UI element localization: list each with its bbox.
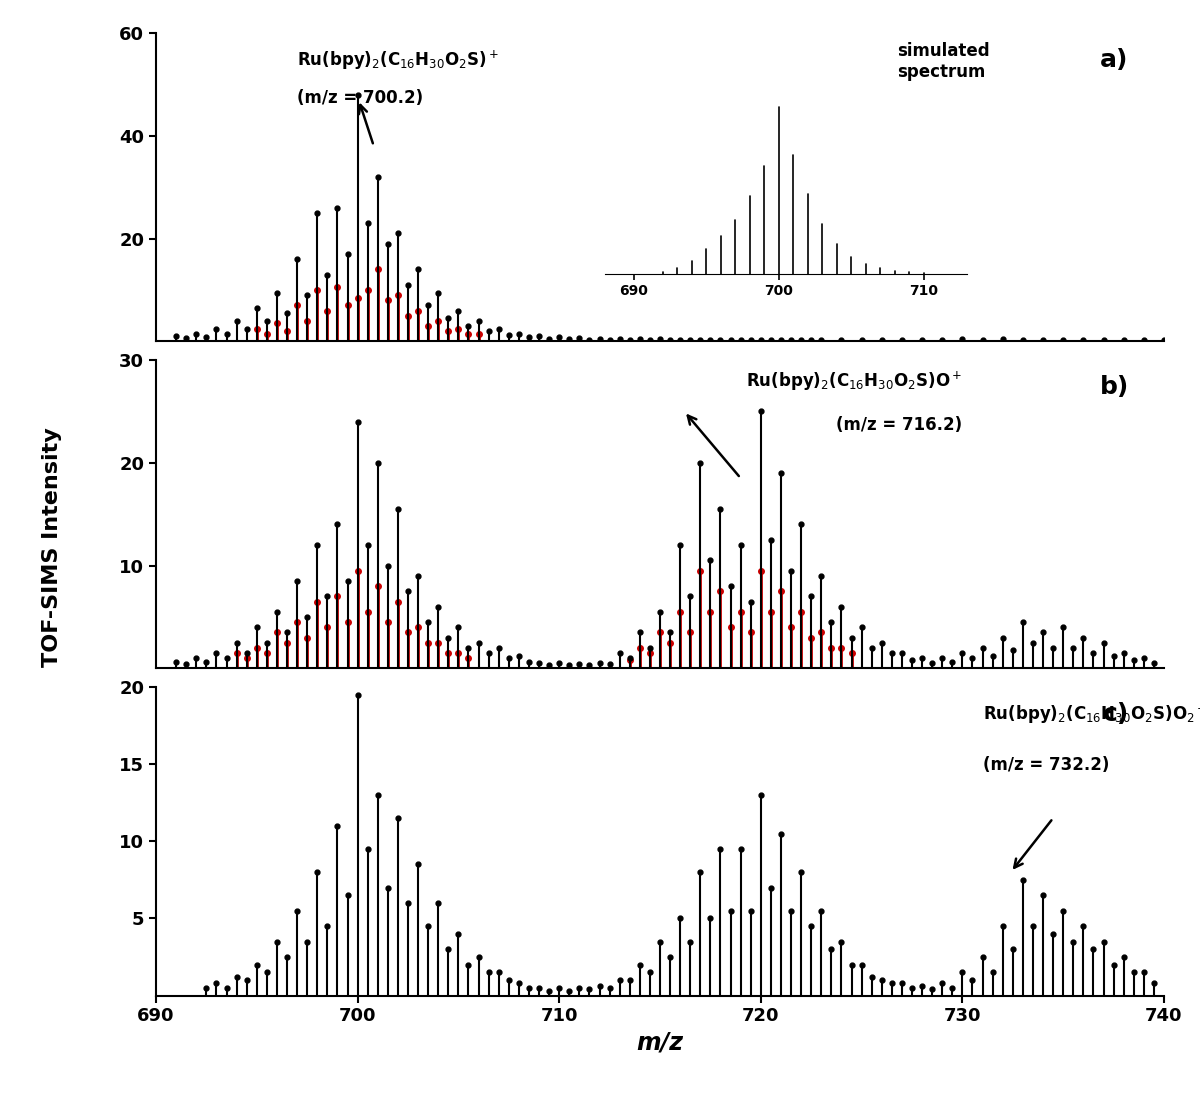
Text: a): a) [1100, 48, 1129, 72]
Text: Ru(bpy)$_2$(C$_{16}$H$_{30}$O$_2$S)$^+$: Ru(bpy)$_2$(C$_{16}$H$_{30}$O$_2$S)$^+$ [298, 48, 499, 71]
Text: c): c) [1103, 702, 1129, 726]
Text: Ru(bpy)$_2$(C$_{16}$H$_{30}$O$_2$S)O$_2$$^+$: Ru(bpy)$_2$(C$_{16}$H$_{30}$O$_2$S)O$_2$… [983, 702, 1200, 725]
Text: simulated
spectrum: simulated spectrum [896, 42, 990, 81]
Text: (m/z = 716.2): (m/z = 716.2) [836, 417, 962, 434]
X-axis label: m/z: m/z [636, 1031, 684, 1055]
Text: Ru(bpy)$_2$(C$_{16}$H$_{30}$O$_2$S)O$^+$: Ru(bpy)$_2$(C$_{16}$H$_{30}$O$_2$S)O$^+$ [746, 370, 962, 394]
Text: TOF-SIMS Intensity: TOF-SIMS Intensity [42, 427, 62, 667]
Text: (m/z = 732.2): (m/z = 732.2) [983, 756, 1109, 775]
Text: (m/z = 700.2): (m/z = 700.2) [298, 90, 424, 107]
Text: b): b) [1099, 375, 1129, 399]
